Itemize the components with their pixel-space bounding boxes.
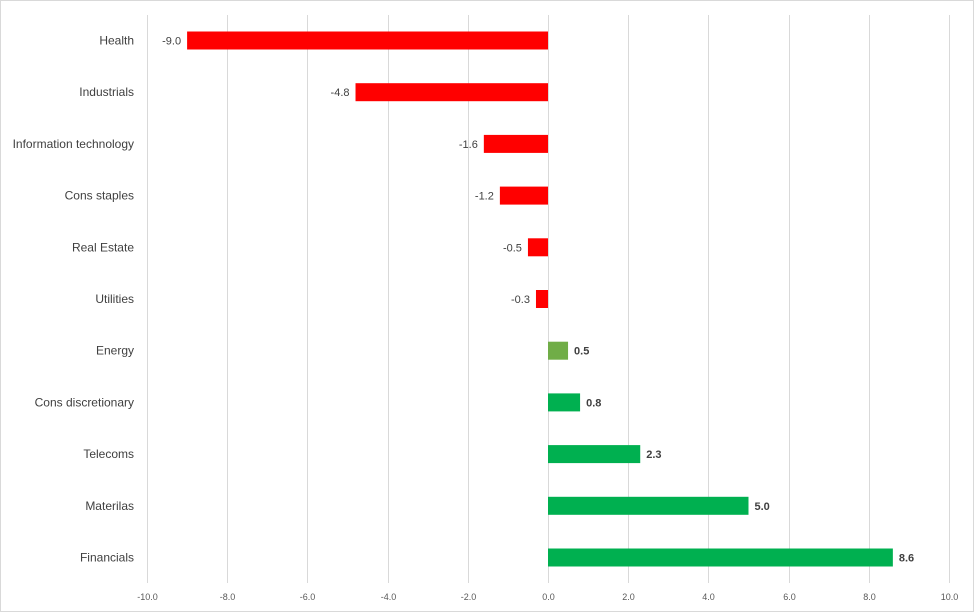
bar bbox=[548, 341, 569, 360]
bar bbox=[548, 496, 749, 515]
category-label: Materilas bbox=[85, 499, 134, 513]
category-label: Real Estate bbox=[72, 240, 134, 254]
bar bbox=[483, 134, 548, 153]
bar bbox=[527, 238, 548, 257]
x-tick-label: -10.0 bbox=[137, 592, 158, 602]
data-label: 2.3 bbox=[646, 449, 661, 461]
category-label: Industrials bbox=[79, 85, 134, 99]
bar bbox=[499, 186, 548, 205]
data-label: -0.3 bbox=[511, 294, 530, 306]
data-label: 0.5 bbox=[574, 346, 589, 358]
x-tick-label: 4.0 bbox=[702, 592, 715, 602]
x-tick-label: -8.0 bbox=[220, 592, 236, 602]
data-label: 5.0 bbox=[755, 501, 770, 513]
x-tick-label: 8.0 bbox=[863, 592, 876, 602]
bar bbox=[535, 290, 548, 308]
bar bbox=[187, 31, 548, 50]
gridlines bbox=[147, 15, 950, 583]
x-tick-label: 6.0 bbox=[783, 592, 796, 602]
x-tick-label: 0.0 bbox=[542, 592, 555, 602]
category-label: Health bbox=[99, 34, 134, 48]
x-tick-label: -4.0 bbox=[381, 592, 397, 602]
data-label: -9.0 bbox=[162, 36, 181, 48]
category-label: Telecoms bbox=[83, 447, 134, 461]
data-label: 0.8 bbox=[586, 397, 601, 409]
bars bbox=[187, 31, 893, 567]
x-tick-label: 10.0 bbox=[941, 592, 959, 602]
bar bbox=[355, 83, 548, 102]
data-label: -1.2 bbox=[475, 191, 494, 203]
data-label: -0.5 bbox=[503, 242, 522, 254]
bar bbox=[548, 393, 581, 412]
category-labels: Health Industrials Information technology C… bbox=[13, 34, 135, 565]
category-label: Energy bbox=[96, 344, 134, 358]
category-label: Cons discretionary bbox=[35, 395, 134, 409]
x-tick-label: 2.0 bbox=[622, 592, 635, 602]
category-label: Cons staples bbox=[65, 189, 134, 203]
category-label: Utilities bbox=[95, 292, 134, 306]
x-tick-label: -6.0 bbox=[300, 592, 316, 602]
bar bbox=[548, 548, 893, 567]
data-labels: -9.0 -4.8 -1.6 -1.2 -0.5 -0.3 0.5 0.8 2.3 5.0 8.6 bbox=[162, 36, 914, 565]
category-label: Financials bbox=[80, 551, 134, 565]
category-label: Information technology bbox=[13, 137, 134, 151]
data-label: 8.6 bbox=[899, 553, 914, 565]
bar bbox=[548, 445, 641, 464]
x-tick-label: -2.0 bbox=[461, 592, 477, 602]
data-label: -1.6 bbox=[459, 139, 478, 151]
x-axis-ticks: -10.0 -8.0 -6.0 -4.0 -2.0 0.0 2.0 4.0 6.0 8.0 10.0 bbox=[137, 592, 958, 602]
data-label: -4.8 bbox=[331, 87, 350, 99]
